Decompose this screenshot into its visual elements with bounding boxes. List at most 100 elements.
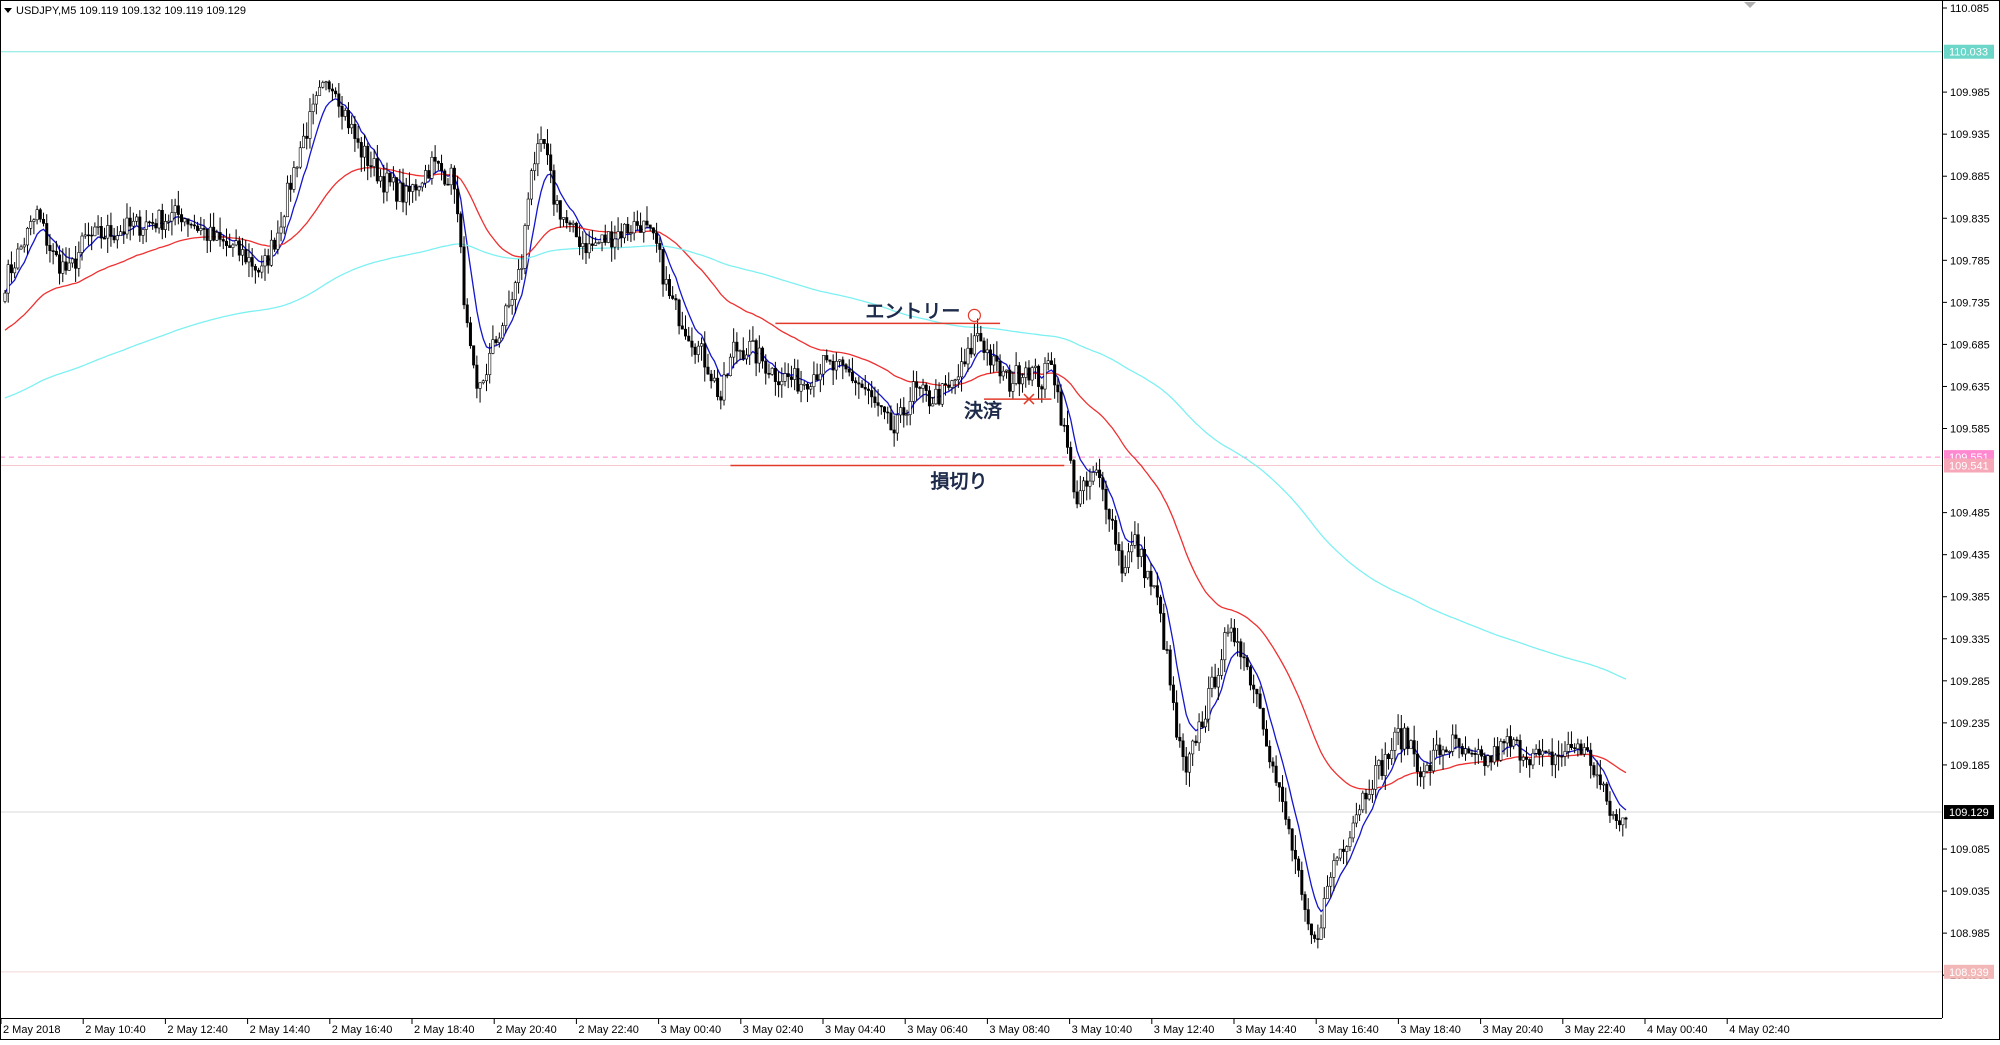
candle-body	[1175, 702, 1179, 738]
candle-body	[565, 217, 569, 224]
candle-body	[395, 177, 399, 202]
candle-body	[1168, 649, 1172, 686]
candle-body	[748, 341, 752, 356]
candle-body	[1149, 570, 1153, 587]
candle-body	[1329, 876, 1333, 887]
candle-body	[1075, 491, 1079, 505]
candle-body	[1492, 746, 1496, 763]
candle-body	[635, 221, 639, 226]
entry-marker-icon	[967, 308, 981, 322]
candle-body	[754, 340, 758, 364]
candle-body	[992, 355, 996, 366]
candle-body	[192, 224, 196, 227]
candle-body	[757, 347, 761, 364]
candle-body	[1049, 360, 1053, 365]
candle-body	[1300, 870, 1304, 895]
candle-body	[866, 388, 870, 391]
candle-body	[131, 220, 135, 227]
candle-body	[401, 182, 405, 203]
candle-body	[1184, 756, 1188, 773]
candle-body	[542, 139, 546, 144]
price-line-label-box	[1944, 964, 1994, 979]
candle-body	[32, 219, 36, 222]
candle-body	[1435, 744, 1439, 751]
annotation-label: エントリー	[865, 300, 960, 322]
candle-body	[308, 111, 312, 139]
candle-body	[1290, 828, 1294, 851]
candle-body	[263, 255, 267, 267]
candle-body	[927, 390, 931, 407]
y-tick-label: 109.685	[1950, 339, 1990, 351]
candle-body	[1579, 743, 1583, 755]
y-tick-label: 109.335	[1950, 634, 1990, 646]
candle-body	[513, 282, 517, 300]
candle-body	[719, 396, 723, 401]
candle-body	[623, 223, 627, 239]
candle-body	[700, 343, 704, 347]
candle-body	[430, 156, 434, 179]
candle-body	[202, 228, 206, 230]
x-tick-label: 3 May 14:40	[1236, 1024, 1297, 1036]
candle-body	[876, 402, 880, 406]
price-line-label: 109.541	[1949, 461, 1989, 473]
moving-average-slow[interactable]	[4, 243, 1627, 680]
candle-body	[1088, 480, 1092, 487]
candle-body	[841, 359, 845, 365]
candle-body	[1306, 909, 1310, 925]
candle-body	[651, 227, 655, 234]
candle-body	[613, 238, 617, 248]
chart-shift-marker-icon[interactable]	[1744, 2, 1756, 8]
candle-body	[205, 228, 209, 241]
candle-body	[1223, 632, 1227, 661]
candle-body	[581, 243, 585, 247]
candle-body	[1370, 788, 1374, 795]
candle-body	[215, 232, 219, 241]
candle-body	[940, 383, 944, 405]
candle-body	[86, 234, 90, 237]
candle-body	[1319, 927, 1323, 940]
candle-body	[1226, 631, 1230, 634]
candle-body	[892, 429, 896, 434]
candle-body	[879, 405, 883, 408]
dropdown-triangle-icon[interactable]	[4, 8, 12, 13]
candle-body	[228, 245, 232, 248]
candle-body	[921, 384, 925, 389]
candle-body	[1602, 783, 1606, 786]
candle-body	[1024, 367, 1028, 378]
price-line-label: 110.033	[1949, 47, 1988, 59]
y-tick-label: 109.185	[1950, 760, 1990, 772]
candle-body	[1496, 746, 1500, 761]
candle-body	[1525, 756, 1529, 760]
candle-body	[45, 223, 49, 246]
candle-body	[1001, 370, 1005, 377]
candle-body	[831, 361, 835, 371]
candle-body	[1605, 783, 1609, 802]
candle-body	[1281, 786, 1285, 802]
candle-body	[1191, 740, 1195, 755]
exit-marker-icon	[1023, 393, 1035, 405]
y-tick-label: 109.585	[1950, 424, 1990, 436]
candle-body	[446, 183, 450, 186]
candle-body	[767, 372, 771, 375]
candle-body	[398, 182, 402, 202]
candle-body	[677, 299, 681, 327]
candle-body	[1544, 750, 1548, 753]
candle-body	[655, 232, 659, 244]
candle-body	[995, 355, 999, 362]
candle-body	[526, 198, 530, 226]
candle-body	[738, 350, 742, 352]
candle-body	[507, 304, 511, 307]
candle-body	[587, 243, 591, 254]
candle-body	[889, 412, 893, 431]
candle-body	[709, 373, 713, 382]
candle-body	[1595, 774, 1599, 777]
moving-average-fast[interactable]	[4, 98, 1627, 913]
candle-body	[1104, 488, 1108, 510]
candle-body	[764, 360, 768, 374]
candle-body	[1313, 934, 1317, 939]
candle-body	[80, 235, 84, 253]
candle-body	[247, 257, 251, 263]
